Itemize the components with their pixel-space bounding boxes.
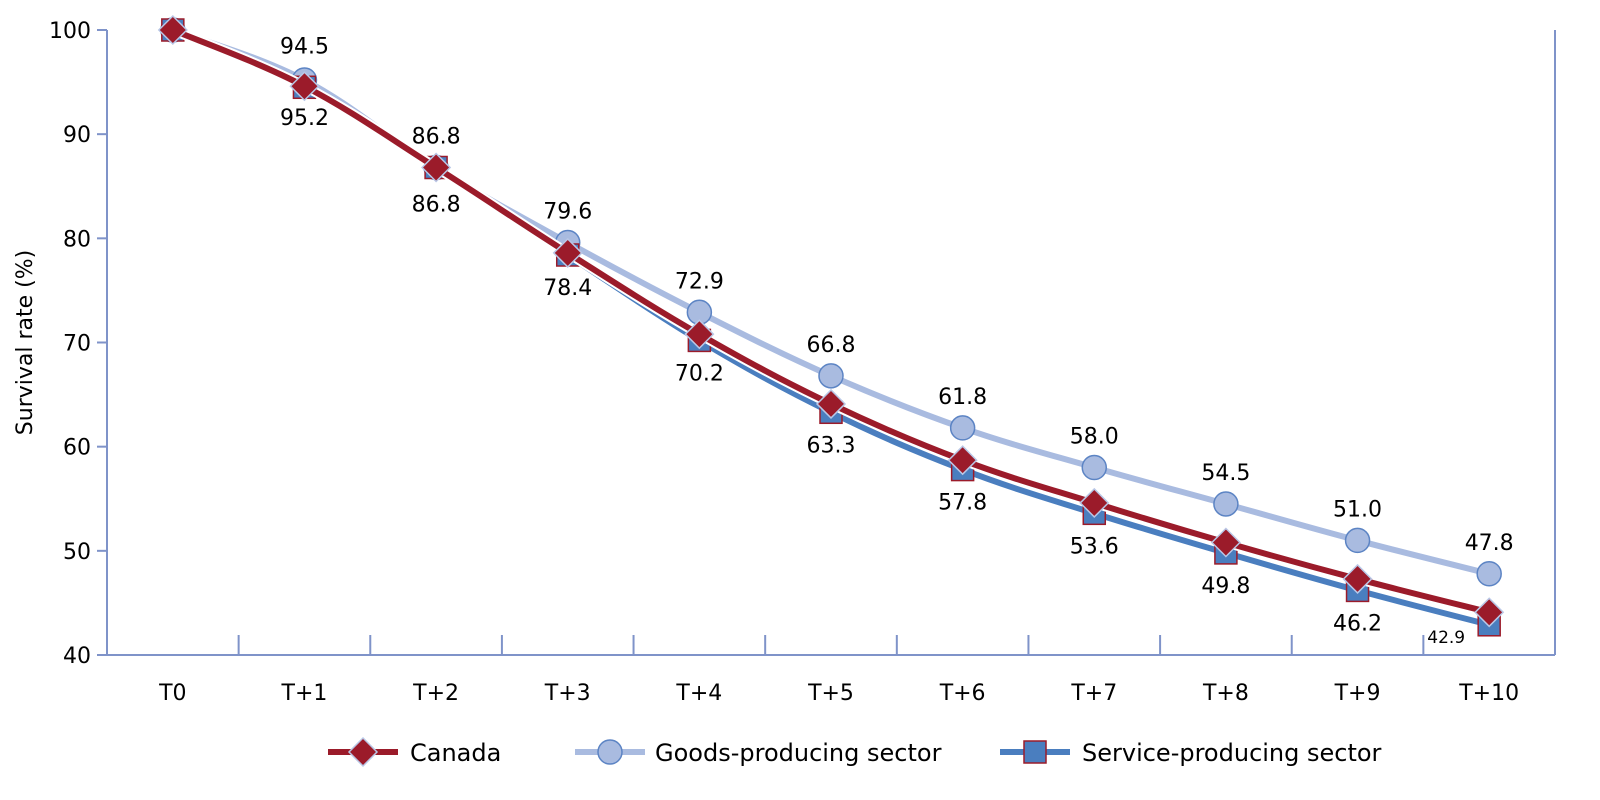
goods-marker	[818, 363, 844, 389]
legend-label-goods: Goods-producing sector	[655, 739, 942, 767]
legend-goods-marker	[597, 739, 623, 765]
series-service	[161, 18, 1501, 637]
canada-marker	[1474, 597, 1505, 628]
x-tick-label: T+4	[675, 681, 722, 706]
y-tick-label: 40	[63, 644, 91, 669]
series-canada	[157, 14, 1505, 628]
legend-item-canada: Canada	[328, 736, 501, 768]
goods-marker	[1344, 527, 1371, 554]
y-tick-label: 80	[63, 227, 91, 252]
x-tick-label: T+8	[1202, 681, 1249, 706]
goods-line	[169, 27, 1493, 577]
canada-marker	[947, 445, 978, 476]
canada-marker	[684, 319, 715, 350]
goods-data-label: 47.8	[1465, 531, 1514, 556]
goods-data-label: 72.9	[675, 269, 724, 294]
y-tick-label: 90	[63, 123, 91, 148]
x-tick-label: T+9	[1334, 681, 1381, 706]
goods-data-label: 61.8	[938, 385, 987, 410]
goods-data-label: 66.8	[807, 333, 856, 358]
y-axis-title: Survival rate (%)	[13, 250, 38, 435]
data-labels: 95.2 94.5 86.8 86.8 79.6 78.4 72.9 70.2 66.8 63.3…	[280, 34, 1514, 648]
service-data-label: 86.8	[412, 125, 461, 150]
goods-marker	[1213, 491, 1239, 517]
legend-label-canada: Canada	[410, 739, 501, 767]
canada-marker	[552, 237, 583, 268]
service-data-label: 57.8	[938, 491, 987, 516]
service-data-label: 70.2	[675, 361, 724, 386]
service-data-label: 49.8	[1201, 574, 1250, 599]
series-goods	[160, 17, 1502, 587]
y-tick-label: 100	[49, 19, 91, 44]
legend: Canada Goods-producing sector Service-prod…	[328, 736, 1382, 768]
goods-marker	[1081, 454, 1108, 481]
canada-marker	[1342, 563, 1373, 595]
y-tick-label: 60	[63, 436, 91, 461]
service-data-label: 94.5	[280, 34, 329, 59]
goods-data-label: 79.6	[543, 200, 592, 225]
legend-item-goods: Goods-producing sector	[575, 739, 942, 767]
goods-data-label: 51.0	[1333, 497, 1382, 522]
y-tick-label: 50	[63, 540, 91, 565]
service-data-label: 42.9	[1427, 628, 1465, 648]
legend-canada-marker	[347, 736, 379, 768]
x-tick-label: T+10	[1458, 681, 1519, 706]
x-tick-label: T+7	[1070, 681, 1117, 706]
goods-data-label: 54.5	[1201, 461, 1250, 486]
canada-marker	[815, 388, 847, 420]
x-tick-label: T+3	[544, 681, 591, 706]
legend-service-marker	[1023, 740, 1047, 764]
goods-data-label: 86.8	[412, 193, 461, 218]
canada-line	[169, 27, 1493, 616]
goods-marker	[1476, 561, 1502, 587]
goods-marker	[949, 415, 976, 441]
axes: 40 50 60 70 80 90 100 T0 T+1 T+2 T+3 T+4 T+5 T+6 T+7 T+…	[13, 19, 1556, 706]
x-tick-label: T+2	[412, 681, 459, 706]
service-data-label: 53.6	[1070, 534, 1119, 559]
canada-marker	[1210, 527, 1241, 558]
x-tick-label: T0	[158, 681, 186, 706]
x-tick-label: T+6	[939, 681, 986, 706]
service-data-label: 63.3	[807, 433, 856, 458]
canada-marker	[421, 152, 452, 183]
legend-item-service: Service-producing sector	[1000, 739, 1382, 767]
y-tick-label: 70	[63, 332, 91, 357]
canada-marker	[289, 71, 320, 102]
legend-label-service: Service-producing sector	[1082, 739, 1382, 767]
goods-data-label: 95.2	[280, 106, 329, 131]
goods-data-label: 58.0	[1070, 425, 1119, 450]
canada-marker	[1079, 487, 1110, 518]
series-layer	[157, 14, 1505, 637]
x-tick-label: T+5	[807, 681, 854, 706]
service-data-label: 46.2	[1333, 611, 1382, 636]
service-data-label: 78.4	[543, 276, 592, 301]
x-tick-label: T+1	[281, 681, 328, 706]
canada-marker	[157, 14, 188, 46]
